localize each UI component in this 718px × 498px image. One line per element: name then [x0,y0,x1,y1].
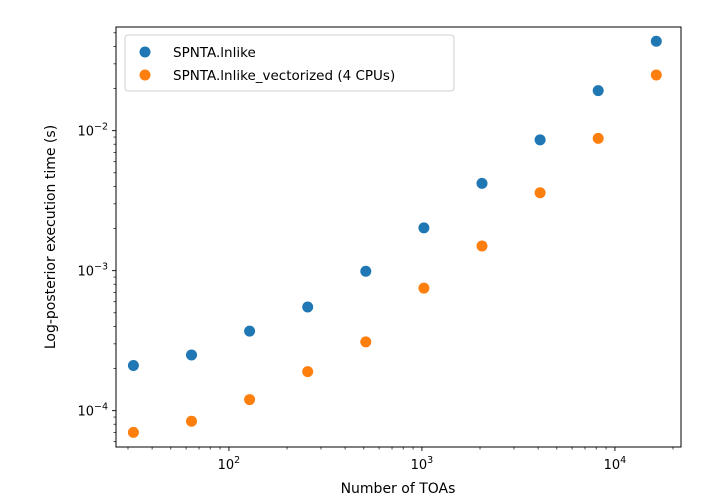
y-tick-label: 10−4 [77,402,108,420]
y-tick-label-base: 10 [77,405,94,420]
data-point-series-2 [360,336,372,348]
x-tick-label-base: 10 [411,458,428,473]
x-tick-label-exponent: 2 [234,455,240,466]
data-point-series-1 [534,134,546,146]
data-point-series-1 [418,222,430,234]
data-point-series-2 [534,187,546,199]
data-point-series-1 [360,265,372,277]
y-tick-label-exponent: −3 [94,262,108,273]
x-tick-label: 103 [411,455,434,473]
data-point-series-2 [302,366,314,378]
data-point-series-2 [650,69,662,81]
legend-label-series-2: SPNTA.lnlike_vectorized (4 CPUs) [173,68,395,84]
y-tick-label-exponent: −2 [94,122,108,133]
y-tick-label-base: 10 [77,265,94,280]
legend-box [124,34,455,92]
data-points [127,35,662,438]
y-axis-label: Log-posterior execution time (s) [43,125,59,349]
y-tick-label-exponent: −4 [94,402,108,413]
data-point-series-1 [650,35,662,47]
plot-frame [115,26,682,448]
x-tick-label-base: 10 [604,458,621,473]
y-axis-ticks: 10−410−310−2 [77,32,116,443]
y-tick-label: 10−3 [77,262,108,280]
data-point-series-2 [127,426,139,438]
legend-label-series-1: SPNTA.lnlike [173,45,256,61]
x-tick-label-base: 10 [218,458,235,473]
data-point-series-1 [592,85,604,97]
y-tick-label-base: 10 [77,125,94,140]
legend-marker-series-1 [139,46,151,58]
x-axis-label: Number of TOAs [341,481,456,497]
x-tick-label: 104 [604,455,627,473]
x-tick-label-exponent: 3 [427,455,433,466]
data-point-series-2 [186,415,198,427]
data-point-series-1 [476,177,488,189]
data-point-series-1 [244,325,256,337]
data-point-series-1 [127,360,139,372]
legend-marker-series-2 [139,69,151,81]
data-point-series-1 [302,301,314,313]
x-tick-label: 102 [218,455,241,473]
x-axis-ticks: 102 103 104 [127,447,674,473]
data-point-series-2 [418,282,430,294]
data-point-series-1 [186,349,198,361]
y-tick-label: 10−2 [77,122,108,140]
data-point-series-2 [244,394,256,406]
data-point-series-2 [476,240,488,252]
data-point-series-2 [592,132,604,144]
x-tick-label-exponent: 4 [620,455,626,466]
legend: SPNTA.lnlike SPNTA.lnlike_vectorized (4 C… [124,34,455,92]
